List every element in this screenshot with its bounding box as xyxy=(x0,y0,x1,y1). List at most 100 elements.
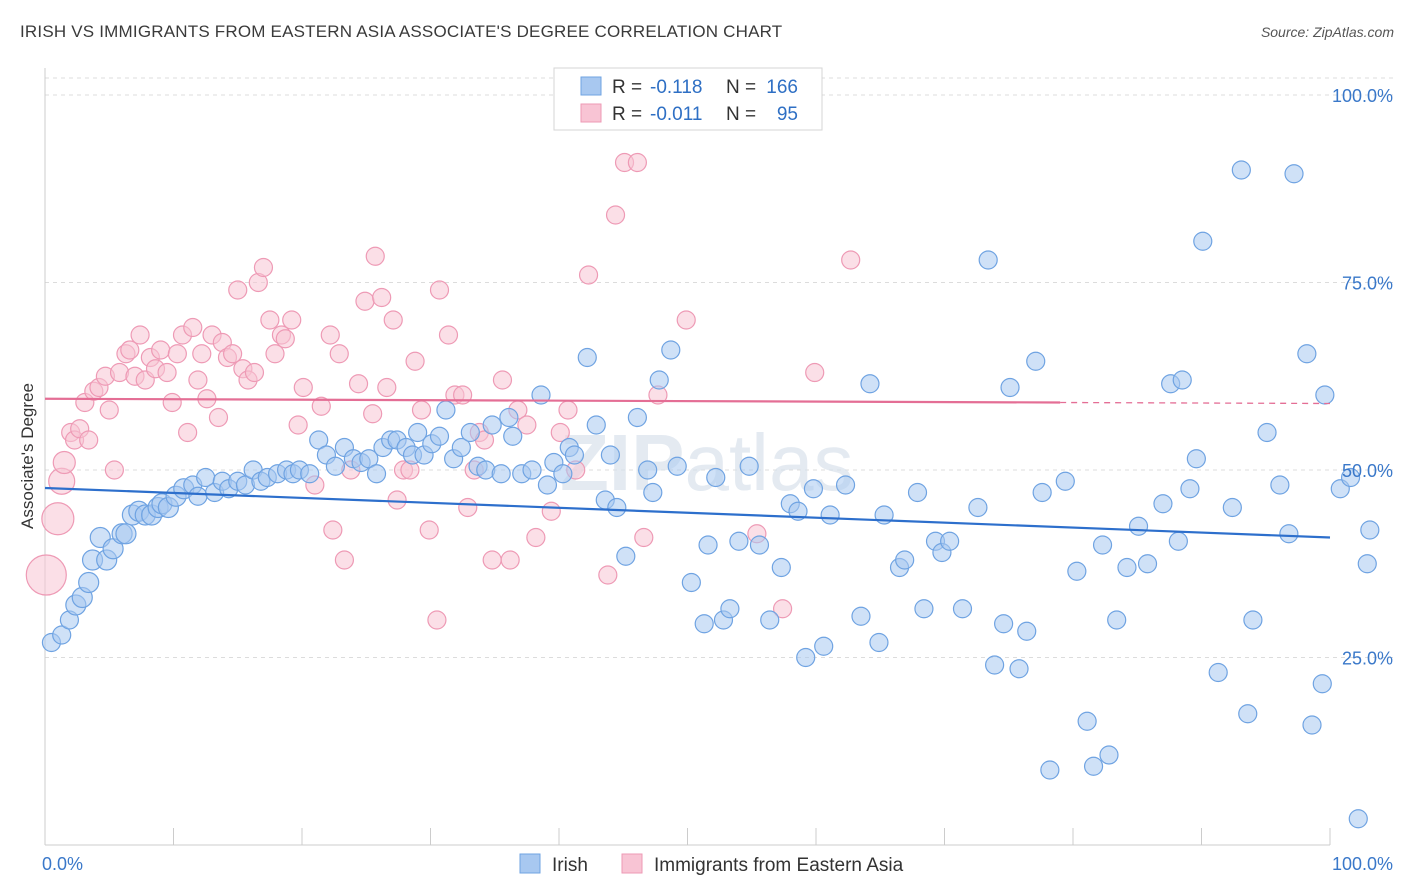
point-eastern-asia xyxy=(79,430,99,450)
legend-swatch-eastern-asia xyxy=(580,103,602,123)
legend-r-label-2: R = xyxy=(612,104,642,125)
point-irish xyxy=(1208,662,1228,683)
point-irish xyxy=(1231,160,1251,180)
point-irish xyxy=(586,415,606,435)
point-eastern-asia xyxy=(405,351,425,371)
point-irish xyxy=(1117,557,1137,578)
x-tick-label-min: 0.0% xyxy=(42,854,83,874)
point-irish xyxy=(638,460,658,480)
point-irish xyxy=(1107,610,1127,630)
point-eastern-asia xyxy=(627,152,647,173)
bottom-legend-eastern-asia: Immigrants from Eastern Asia xyxy=(654,855,904,876)
point-irish xyxy=(1067,561,1087,581)
point-irish xyxy=(649,370,669,390)
point-irish xyxy=(667,456,687,476)
point-irish xyxy=(968,497,988,518)
axes xyxy=(44,68,1331,846)
chart-title: IRISH VS IMMIGRANTS FROM EASTERN ASIA AS… xyxy=(20,22,783,41)
point-eastern-asia xyxy=(334,550,355,570)
point-irish xyxy=(860,374,880,394)
point-eastern-asia xyxy=(178,422,198,443)
point-irish xyxy=(749,535,770,555)
point-irish xyxy=(869,632,889,653)
point-irish xyxy=(1340,467,1361,488)
point-irish xyxy=(1092,535,1113,555)
point-eastern-asia xyxy=(311,396,331,416)
point-eastern-asia xyxy=(458,497,478,518)
point-irish xyxy=(698,535,718,555)
point-eastern-asia xyxy=(25,554,67,596)
bottom-legend-swatch-irish xyxy=(519,853,541,874)
point-eastern-asia xyxy=(427,610,447,630)
point-irish xyxy=(1284,164,1304,184)
tick-labels: 25.0% 50.0% 75.0% 100.0% 0.0% 100.0% xyxy=(42,86,1393,874)
point-irish xyxy=(820,505,840,525)
point-irish xyxy=(503,426,523,446)
point-eastern-asia xyxy=(500,550,520,570)
point-irish xyxy=(1099,745,1119,765)
point-eastern-asia xyxy=(320,325,340,345)
point-eastern-asia xyxy=(192,344,212,364)
point-irish xyxy=(564,445,585,465)
point-eastern-asia xyxy=(605,205,626,225)
point-irish xyxy=(694,614,714,634)
point-irish xyxy=(491,464,511,484)
point-eastern-asia xyxy=(41,502,75,536)
legend-swatch-irish xyxy=(580,76,602,96)
point-irish xyxy=(1315,385,1335,405)
point-irish xyxy=(359,449,379,469)
point-irish xyxy=(1312,674,1332,694)
point-irish xyxy=(482,415,502,435)
point-eastern-asia xyxy=(188,370,208,390)
top-legend: R = -0.118 N = 166 R = -0.011 N = 95 xyxy=(553,67,823,131)
point-eastern-asia xyxy=(482,550,502,570)
point-irish xyxy=(1153,494,1173,514)
point-irish xyxy=(739,456,759,476)
point-eastern-asia xyxy=(275,329,295,349)
point-eastern-asia xyxy=(99,400,119,420)
point-eastern-asia xyxy=(429,280,450,300)
point-irish xyxy=(706,467,726,488)
point-eastern-asia xyxy=(228,280,248,300)
point-irish xyxy=(616,546,636,566)
point-irish xyxy=(940,531,960,551)
point-eastern-asia xyxy=(130,325,150,345)
point-eastern-asia xyxy=(634,527,654,548)
point-irish xyxy=(994,614,1014,634)
trend-lines xyxy=(44,397,1331,539)
point-irish xyxy=(1357,554,1377,574)
point-irish xyxy=(537,475,558,495)
point-irish xyxy=(309,430,329,450)
point-eastern-asia xyxy=(260,310,280,330)
point-irish xyxy=(607,497,627,518)
point-irish xyxy=(115,523,137,545)
point-irish xyxy=(1238,704,1258,724)
x-tick-label-max: 100.0% xyxy=(1332,854,1393,874)
point-eastern-asia xyxy=(841,250,861,270)
point-irish xyxy=(499,407,519,428)
trend-line-eastern-asia xyxy=(44,397,1061,404)
point-eastern-asia xyxy=(244,362,265,383)
point-eastern-asia xyxy=(253,257,274,278)
point-eastern-asia xyxy=(805,362,825,383)
point-irish xyxy=(436,400,456,420)
legend-n-label-2: N = xyxy=(726,104,756,125)
point-eastern-asia xyxy=(282,310,302,330)
point-irish xyxy=(907,482,928,503)
point-eastern-asia xyxy=(541,501,561,521)
y-tick-label: 50.0% xyxy=(1342,461,1393,481)
point-irish xyxy=(366,464,387,484)
point-irish xyxy=(771,557,791,578)
point-eastern-asia xyxy=(348,374,369,394)
point-eastern-asia xyxy=(183,317,203,338)
series-immigrants-eastern-asia xyxy=(25,152,861,630)
point-eastern-asia xyxy=(550,422,570,443)
point-irish xyxy=(1279,524,1299,544)
point-irish xyxy=(978,250,998,270)
point-eastern-asia xyxy=(323,520,343,540)
point-irish xyxy=(643,482,663,503)
point-irish xyxy=(1302,715,1322,735)
point-irish xyxy=(760,610,780,630)
point-eastern-asia xyxy=(208,407,229,428)
